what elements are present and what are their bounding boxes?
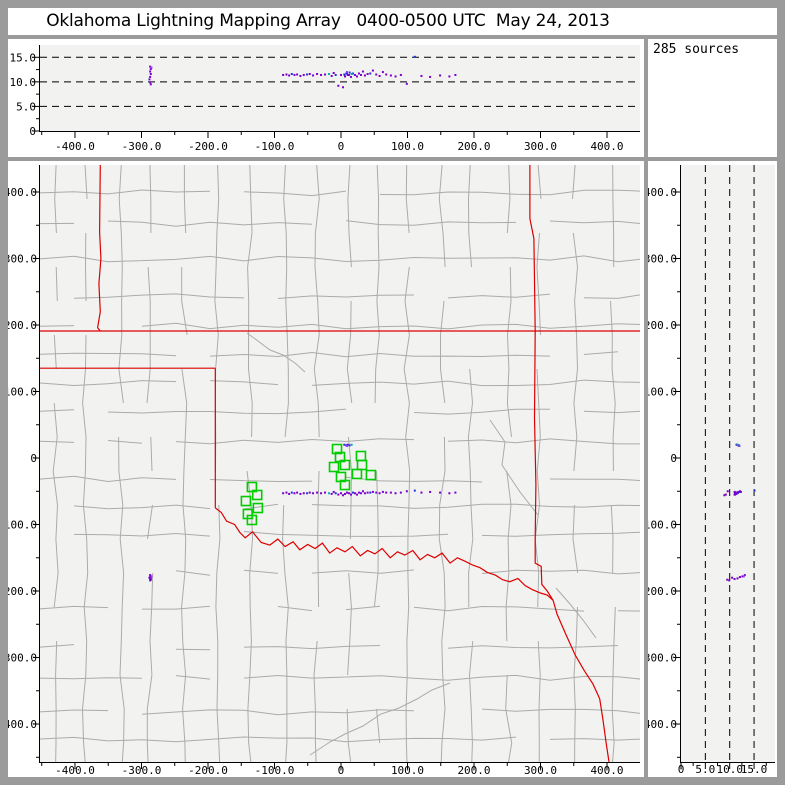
tick-label: -400.0	[55, 140, 95, 153]
altitude-ns-panel: 0 5.010.015.0 400.0 300.0 200.0 100.0 0 -100.0 -…	[648, 161, 777, 777]
altitude-ns-plot[interactable]: 0 5.010.015.0 400.0 300.0 200.0 100.0 0 -100.0 -…	[648, 161, 777, 777]
tick-label: 0	[678, 763, 685, 776]
altitude-gridlines	[40, 56, 640, 107]
axis-lines	[39, 45, 640, 132]
lma-station-marker	[339, 479, 351, 491]
x-axis-ticks: 0 5.0 10.015.0	[678, 763, 768, 776]
altitude-ew-plot[interactable]: -400.0 -300.0 -200.0 -100.0 0 100.0 200.0 300.0…	[8, 39, 644, 157]
y-axis-ticks: 400.0 300.0 200.0 100.0 0 -100.0 -200.0 -300.0 -…	[8, 186, 39, 758]
source-histogram-panel: 285 sources	[648, 39, 777, 157]
sources-count-label: 285 sources	[653, 42, 740, 57]
altitude-gridlines	[704, 165, 755, 762]
alt-ns-plot-bg	[681, 165, 775, 762]
tick-label: -300.0	[122, 764, 162, 777]
tick-label: 0	[338, 764, 345, 777]
tick-label: -400.0	[8, 718, 37, 731]
lma-stations	[240, 443, 377, 526]
lma-station-marker	[246, 514, 258, 526]
tick-label: 10.0	[716, 763, 743, 776]
tick-label: 400.0	[648, 186, 677, 199]
tick-label: 200.0	[457, 764, 490, 777]
tick-label: -400.0	[648, 718, 677, 731]
x-axis-ticks: -400.0 -300.0 -200.0 -100.0 0 100.0 200.0 300.0…	[41, 132, 624, 153]
tick-label: -100.0	[255, 764, 295, 777]
tick-label: 0	[29, 125, 36, 138]
tick-label: 100.0	[8, 386, 37, 399]
tick-label: -300.0	[648, 652, 677, 665]
tick-label: 5.0	[16, 100, 36, 113]
tick-label: -400.0	[55, 764, 95, 777]
title-bar: Oklahoma Lightning Mapping Array 0400-05…	[8, 8, 777, 35]
plan-view-map-panel: -400.0 -300.0 -200.0 -100.0 0 100.0 200.0 300.0…	[8, 161, 644, 777]
tick-label: -200.0	[648, 585, 677, 598]
source-points	[723, 443, 756, 582]
y-axis-ticks: 400.0 300.0 200.0 100.0 0 -100.0 -200.0 -300.0 -…	[648, 186, 680, 758]
tick-label: 200.0	[648, 319, 677, 332]
axis-lines	[680, 165, 775, 763]
tick-label: 5.0	[695, 763, 715, 776]
tick-label: 400.0	[8, 186, 37, 199]
tick-label: 100.0	[391, 140, 424, 153]
tick-label: -100.0	[8, 519, 37, 532]
lma-station-marker	[240, 495, 252, 507]
lma-station-marker	[356, 459, 368, 471]
tick-label: 100.0	[391, 764, 424, 777]
tick-label: -200.0	[188, 764, 228, 777]
axis-lines	[39, 165, 640, 763]
tick-label: -100.0	[648, 519, 677, 532]
tick-label: 400.0	[590, 140, 623, 153]
tick-label: 0	[30, 452, 37, 465]
tick-label: 300.0	[524, 140, 557, 153]
source-points	[148, 55, 457, 89]
tick-label: 0	[338, 140, 345, 153]
tick-label: 200.0	[457, 140, 490, 153]
tick-label: -200.0	[188, 140, 228, 153]
lma-station-marker	[328, 461, 340, 473]
lma-station-marker	[251, 489, 263, 501]
tick-label: 400.0	[590, 764, 623, 777]
tick-label: -200.0	[8, 585, 37, 598]
tick-label: 10.0	[10, 76, 37, 89]
lma-station-marker	[252, 502, 264, 514]
altitude-ew-panel: -400.0 -300.0 -200.0 -100.0 0 100.0 200.0 300.0…	[8, 39, 644, 157]
alt-ew-plot-bg	[40, 45, 640, 131]
tick-label: -100.0	[255, 140, 295, 153]
tick-label: 200.0	[8, 319, 37, 332]
tick-label: -300.0	[8, 652, 37, 665]
base-map	[40, 165, 640, 762]
tick-label: 300.0	[648, 253, 677, 266]
lma-station-marker	[339, 459, 351, 471]
tick-label: 100.0	[648, 386, 677, 399]
tick-label: -300.0	[122, 140, 162, 153]
source-points	[148, 443, 457, 582]
lma-station-marker	[331, 443, 343, 455]
tick-label: 15.0	[10, 51, 37, 64]
county-lines	[40, 165, 640, 762]
lma-station-marker	[246, 481, 258, 493]
x-axis-ticks: -400.0 -300.0 -200.0 -100.0 0 100.0 200.0 300.0…	[41, 763, 624, 777]
river-lines	[246, 332, 597, 756]
lma-station-marker	[365, 469, 377, 481]
window-title: Oklahoma Lightning Mapping Array 0400-05…	[46, 11, 610, 31]
tick-label: 300.0	[524, 764, 557, 777]
y-axis-ticks: 0 5.0 10.0 15.0	[10, 51, 39, 138]
tick-label: 300.0	[8, 253, 37, 266]
tick-label: 15.0	[741, 763, 768, 776]
tick-label: 0	[670, 452, 677, 465]
plan-view-map-plot[interactable]: -400.0 -300.0 -200.0 -100.0 0 100.0 200.0 300.0…	[8, 161, 644, 777]
state-borders	[40, 165, 640, 762]
